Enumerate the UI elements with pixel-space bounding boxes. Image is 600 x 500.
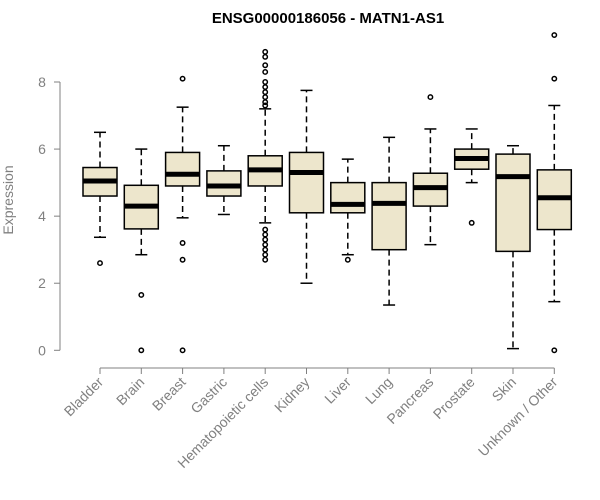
box-gastric — [206, 144, 242, 216]
outlier-point — [262, 53, 269, 60]
outlier-point — [262, 102, 269, 109]
x-tick-label: Breast — [149, 374, 189, 414]
box-brain — [123, 148, 160, 354]
outlier-point — [262, 79, 269, 85]
box-pancreas — [412, 94, 449, 246]
box-liver — [330, 158, 366, 263]
outlier-point — [262, 231, 269, 238]
y-tick-label: 8 — [38, 74, 46, 90]
x-tick-label: Kidney — [271, 374, 313, 416]
box-skin — [495, 144, 531, 350]
box-prostate — [453, 128, 490, 226]
x-tick-label: Liver — [321, 374, 354, 407]
outlier-point — [262, 251, 269, 258]
y-axis: 0 2 4 6 8 — [38, 74, 61, 358]
x-tick-label: Prostate — [430, 374, 478, 422]
outlier-point — [262, 99, 269, 106]
outlier-point — [262, 94, 269, 101]
box-iqr — [164, 151, 201, 187]
outlier-point — [551, 347, 558, 354]
outlier-point — [262, 246, 269, 253]
outlier-point — [179, 75, 186, 82]
x-tick-label: Skin — [489, 374, 520, 405]
y-tick-label: 0 — [38, 342, 46, 358]
chart-title: ENSG00000186056 - MATN1-AS1 — [212, 10, 444, 27]
outlier-point — [262, 68, 269, 75]
outlier-point — [179, 347, 186, 354]
outlier-point — [427, 94, 434, 101]
outlier-point — [551, 32, 558, 39]
outlier-point — [179, 256, 186, 263]
box-iqr — [371, 181, 407, 251]
outlier-point — [262, 236, 269, 243]
y-tick-label: 4 — [38, 208, 46, 224]
y-tick-label: 2 — [38, 275, 46, 291]
box-iqr — [288, 151, 325, 214]
box-breast — [164, 75, 201, 354]
y-tick-label: 6 — [38, 141, 46, 157]
x-tick-label: Brain — [113, 374, 147, 408]
x-tick-label: Lung — [362, 374, 395, 407]
box-hematopoietic-cells — [247, 48, 283, 263]
outlier-point — [262, 48, 269, 55]
outlier-point — [262, 84, 269, 90]
x-tick-label: Bladder — [61, 374, 107, 420]
outlier-point — [97, 260, 103, 267]
outlier-point — [138, 292, 145, 298]
box-series — [82, 32, 573, 354]
outlier-point — [262, 241, 269, 248]
box-iqr — [206, 170, 242, 197]
outlier-point — [262, 226, 269, 233]
box-lung — [371, 136, 407, 306]
outlier-point — [138, 347, 145, 354]
outlier-point — [262, 62, 269, 69]
y-axis-label: Expression — [0, 165, 16, 234]
box-kidney — [288, 89, 325, 284]
outlier-point — [179, 240, 186, 246]
outlier-point — [468, 219, 475, 226]
outlier-point — [344, 256, 351, 263]
outlier-point — [262, 256, 269, 263]
outlier-point — [551, 75, 558, 82]
box-unknown-other — [536, 32, 573, 354]
box-bladder — [82, 131, 118, 267]
outlier-point — [262, 89, 269, 96]
box-iqr — [495, 153, 531, 253]
box-iqr — [330, 181, 366, 214]
